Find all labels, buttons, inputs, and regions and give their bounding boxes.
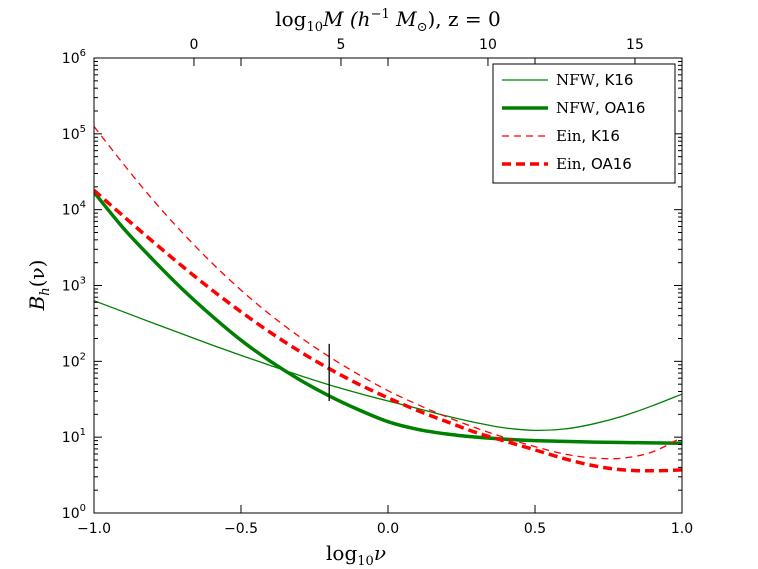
top-title-m: M	[322, 7, 344, 31]
top-tick-label: 5	[336, 37, 345, 53]
legend-label: NFW, K16	[556, 71, 633, 89]
x-tick-label: 1.0	[671, 521, 693, 537]
x-axis-title: log10ν	[326, 541, 386, 569]
top-title-log: log	[275, 7, 306, 31]
top-title-sub: 10	[306, 20, 323, 35]
top-tick-label: 0	[189, 37, 198, 53]
top-title-msun: M	[390, 7, 417, 31]
legend-label: Ein, OA16	[556, 155, 632, 173]
top-axis-ticks: 0 5 10 15	[189, 37, 644, 66]
x-tick-label: 0.0	[377, 521, 399, 537]
x-axis-ticks: −1.0 −0.5 0.0 0.5 1.0	[77, 58, 693, 537]
x-tick-label: −0.5	[224, 521, 258, 537]
y-axis-ticks: 100 101 102 103 104 105 106	[62, 48, 682, 522]
y-tick-label: 104	[62, 200, 86, 219]
x-axis-title-log: log	[326, 541, 357, 565]
curves-layer	[94, 126, 682, 473]
series-line-nfw-k16	[94, 300, 682, 432]
x-axis-title-var: ν	[374, 541, 386, 565]
y-tick-label: 103	[62, 276, 86, 295]
legend-entries: NFW, K16 NFW, OA16 Ein, K16 Ein, OA16	[502, 71, 645, 173]
legend-label: Ein, K16	[556, 127, 620, 145]
x-axis-title-sub: 10	[357, 554, 374, 569]
top-title-close: )	[427, 7, 435, 31]
top-title-sup: −1	[371, 7, 390, 22]
series-line-ein-k16	[94, 126, 682, 460]
top-axis-title: log10M (h−1 M⊙), z = 0	[275, 7, 501, 35]
top-tick-label: 10	[479, 37, 497, 53]
y-tick-label: 102	[62, 351, 86, 370]
legend-label: NFW, OA16	[556, 99, 645, 117]
top-title-z: , z = 0	[435, 7, 500, 31]
y-axis-title-b: B	[25, 296, 49, 312]
series-line-nfw-oa16	[94, 191, 682, 446]
y-tick-label: 101	[62, 427, 86, 446]
series-line-ein-oa16	[94, 188, 682, 473]
y-tick-label: 105	[62, 124, 86, 143]
y-axis-title-arg: (ν)	[25, 260, 49, 288]
y-axis-title-sub: h	[38, 287, 53, 295]
top-title-h: (h	[344, 7, 371, 31]
x-tick-label: 0.5	[524, 521, 546, 537]
y-tick-label: 100	[62, 503, 86, 522]
x-tick-label: −1.0	[77, 521, 111, 537]
top-title-msun-sub: ⊙	[417, 20, 428, 35]
top-tick-label: 15	[626, 37, 644, 53]
y-tick-label: 106	[62, 48, 86, 67]
y-axis-title: Bh(ν)	[25, 260, 53, 312]
legend: NFW, K16 NFW, OA16 Ein, K16 Ein, OA16	[492, 63, 676, 184]
